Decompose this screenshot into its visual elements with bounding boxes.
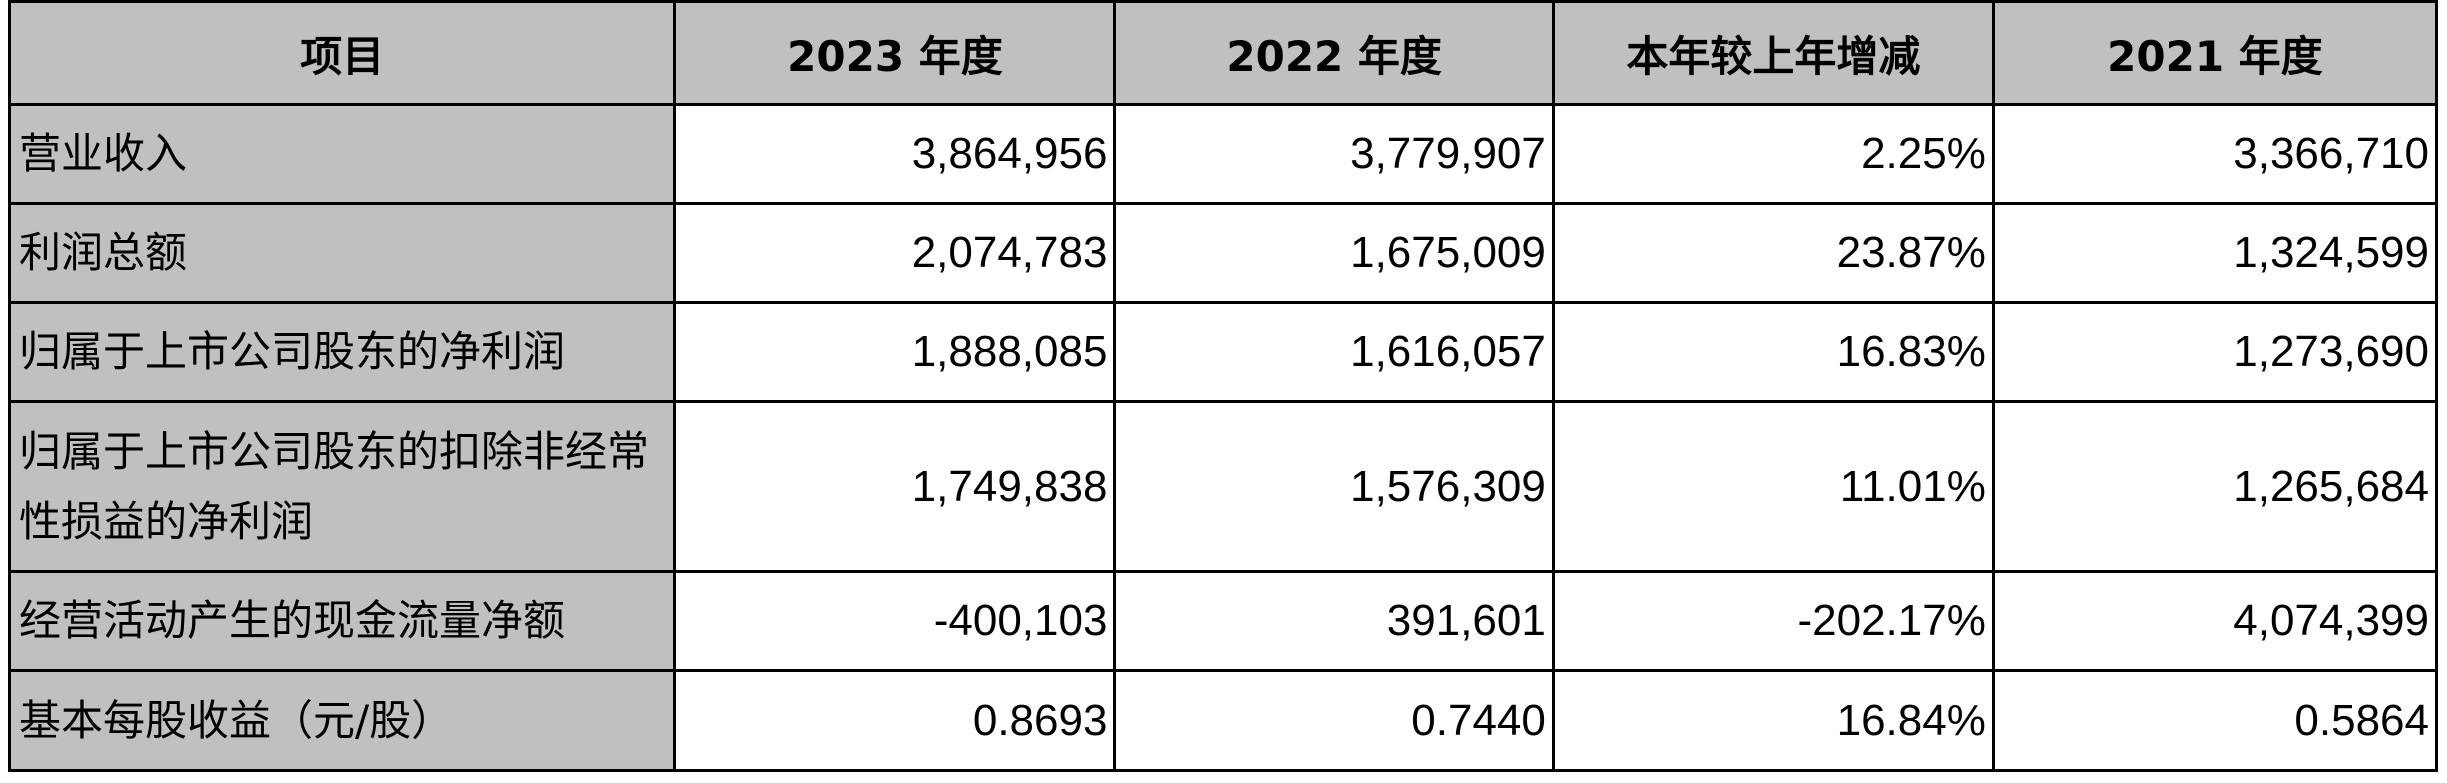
table-row: 归属于上市公司股东的净利润 1,888,085 1,616,057 16.83%… [7,301,2439,403]
row-label: 经营活动产生的现金流量净额 [7,570,677,672]
cell-2023: 1,888,085 [673,301,1117,403]
table-row: 营业收入 3,864,956 3,779,907 2.25% 3,366,710 [7,103,2439,205]
cell-change: 2.25% [1551,103,1995,205]
table-row: 归属于上市公司股东的扣除非经常性损益的净利润 1,749,838 1,576,3… [7,400,2439,573]
cell-2022: 1,576,309 [1113,400,1555,573]
cell-2021: 4,074,399 [1991,570,2439,672]
cell-change: 16.84% [1551,669,1995,772]
cell-2022: 1,616,057 [1113,301,1555,403]
cell-2023: 0.8693 [673,669,1117,772]
cell-2023: 3,864,956 [673,103,1117,205]
row-label: 利润总额 [7,202,677,304]
financial-summary-table: 项目 2023 年度 2022 年度 本年较上年增减 2021 年度 营业收入 … [7,0,2439,772]
header-2021: 2021 年度 [1991,0,2439,106]
row-label: 营业收入 [7,103,677,205]
cell-2022: 1,675,009 [1113,202,1555,304]
row-label: 归属于上市公司股东的净利润 [7,301,677,403]
cell-2022: 3,779,907 [1113,103,1555,205]
cell-change: -202.17% [1551,570,1995,672]
table-row: 基本每股收益（元/股） 0.8693 0.7440 16.84% 0.5864 [7,669,2439,772]
table-row: 利润总额 2,074,783 1,675,009 23.87% 1,324,59… [7,202,2439,304]
row-label: 基本每股收益（元/股） [7,669,677,772]
cell-2022: 391,601 [1113,570,1555,672]
cell-2023: 2,074,783 [673,202,1117,304]
header-2023: 2023 年度 [673,0,1117,106]
cell-2021: 1,265,684 [1991,400,2439,573]
cell-change: 11.01% [1551,400,1995,573]
cell-change: 16.83% [1551,301,1995,403]
header-2022: 2022 年度 [1113,0,1555,106]
header-item: 项目 [7,0,677,106]
cell-2022: 0.7440 [1113,669,1555,772]
cell-2021: 1,324,599 [1991,202,2439,304]
table-row: 经营活动产生的现金流量净额 -400,103 391,601 -202.17% … [7,570,2439,672]
header-change: 本年较上年增减 [1551,0,1995,106]
cell-2023: 1,749,838 [673,400,1117,573]
cell-2023: -400,103 [673,570,1117,672]
cell-change: 23.87% [1551,202,1995,304]
table-header-row: 项目 2023 年度 2022 年度 本年较上年增减 2021 年度 [7,0,2439,106]
cell-2021: 1,273,690 [1991,301,2439,403]
cell-2021: 3,366,710 [1991,103,2439,205]
cell-2021: 0.5864 [1991,669,2439,772]
row-label: 归属于上市公司股东的扣除非经常性损益的净利润 [7,400,677,573]
